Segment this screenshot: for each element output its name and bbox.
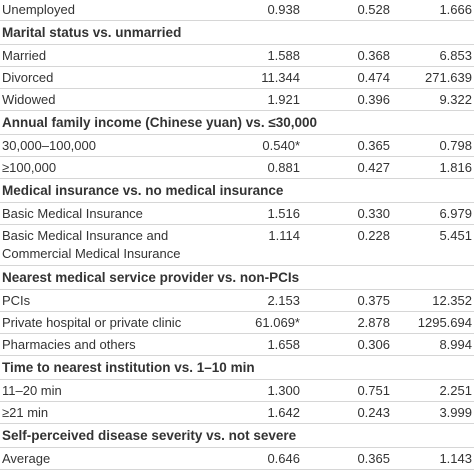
data-row: ≥21 min 1.642 0.243 3.999 [0,402,474,424]
cell-value: 0.881 [267,160,300,175]
cell-value: 2.878 [357,315,390,330]
cell-value: 1.300 [267,383,300,398]
cell-value: 0.540* [262,138,300,153]
section-title: Annual family income (Chinese yuan) vs. … [2,115,318,130]
cell-value: 1.658 [267,337,300,352]
section-title: Self-perceived disease severity vs. not … [2,428,297,443]
row-label: Unemployed [2,2,75,17]
data-row: Pharmacies and others 1.658 0.306 8.994 [0,334,474,356]
row-label: Widowed [2,92,56,107]
cell-value: 0.306 [357,337,390,352]
row-label: 11–20 min [2,383,62,398]
cell-value: 0.365 [357,138,390,153]
cell-value: 9.322 [439,92,472,107]
section-title: Time to nearest institution vs. 1–10 min [2,360,255,375]
cell-value: 1.588 [267,48,300,63]
row-label: Married [2,48,47,63]
cell-value: 0.330 [357,206,390,221]
section-row: Self-perceived disease severity vs. not … [0,424,474,448]
cell-value: 1.114 [268,228,300,243]
cell-value: 0.375 [357,293,390,308]
cell-value: 1.516 [267,206,300,221]
row-label: Private hospital or private clinic [2,315,182,330]
row-label: ≥100,000 [2,160,57,175]
data-row: 11–20 min 1.300 0.751 2.251 [0,380,474,402]
cell-value: 0.243 [357,405,390,420]
cell-value: 0.751 [357,383,390,398]
section-row: Time to nearest institution vs. 1–10 min [0,356,474,380]
data-row: Basic Medical Insurance and Commercial Me… [0,225,474,266]
data-row: Married 1.588 0.368 6.853 [0,45,474,67]
section-row: Annual family income (Chinese yuan) vs. … [0,111,474,135]
cell-value: 0.474 [357,70,390,85]
row-label: 30,000–100,000 [2,138,96,153]
cell-value: 5.451 [439,228,472,243]
data-row: ≥100,000 0.881 0.427 1.816 [0,157,474,179]
cell-value: 6.853 [439,48,472,63]
section-row: Nearest medical service provider vs. non… [0,266,474,290]
data-row: Widowed 1.921 0.396 9.322 [0,89,474,111]
section-row: Medical insurance vs. no medical insuran… [0,179,474,203]
row-label: Pharmacies and others [2,337,136,352]
row-label: Average [2,451,51,466]
cell-value: 0.938 [267,2,300,17]
cell-value: 0.365 [357,451,390,466]
cell-value: 6.979 [439,206,472,221]
row-label: Basic Medical Insurance [2,206,143,221]
section-title: Marital status vs. unmarried [2,25,182,40]
row-label: PCIs [2,293,31,308]
data-row: Unemployed 0.938 0.528 1.666 [0,0,474,21]
cell-value: 0.798 [439,138,472,153]
row-label: Commercial Medical Insurance [2,246,181,261]
cell-value: 1.921 [267,92,300,107]
cell-value: 0.427 [357,160,390,175]
section-title: Medical insurance vs. no medical insuran… [2,183,284,198]
cell-value: 11.344 [261,70,300,85]
cell-value: 61.069* [255,315,300,330]
data-row: Private hospital or private clinic 61.069… [0,312,474,334]
data-row: Basic Medical Insurance 1.516 0.330 6.979 [0,203,474,225]
cell-value: 3.999 [439,405,472,420]
cell-value: 2.153 [267,293,300,308]
cell-value: 1.143 [439,451,472,466]
cell-value: 1.816 [439,160,472,175]
cell-value: 0.368 [357,48,390,63]
cell-value: 1.666 [439,2,472,17]
row-label: Divorced [2,70,54,85]
data-row: PCIs 2.153 0.375 12.352 [0,290,474,312]
cell-value: 2.251 [439,383,472,398]
cell-value: 0.528 [357,2,390,17]
cell-value: 8.994 [439,337,472,352]
data-row: Average 0.646 0.365 1.143 [0,448,474,470]
section-title: Nearest medical service provider vs. non… [2,270,300,285]
cell-value: 0.646 [267,451,300,466]
section-row: Marital status vs. unmarried [0,21,474,45]
cell-value: 271.639 [425,70,472,85]
cell-value: 12.352 [432,293,472,308]
row-label: Basic Medical Insurance and [2,228,169,243]
cell-value: 1.642 [267,405,300,420]
data-row: Divorced 11.344 0.474 271.639 [0,67,474,89]
cell-value: 0.396 [357,92,390,107]
row-label: ≥21 min [2,405,49,420]
cell-value: 1295.694 [417,315,472,330]
cell-value: 0.228 [357,228,390,243]
data-row: 30,000–100,000 0.540* 0.365 0.798 [0,135,474,157]
